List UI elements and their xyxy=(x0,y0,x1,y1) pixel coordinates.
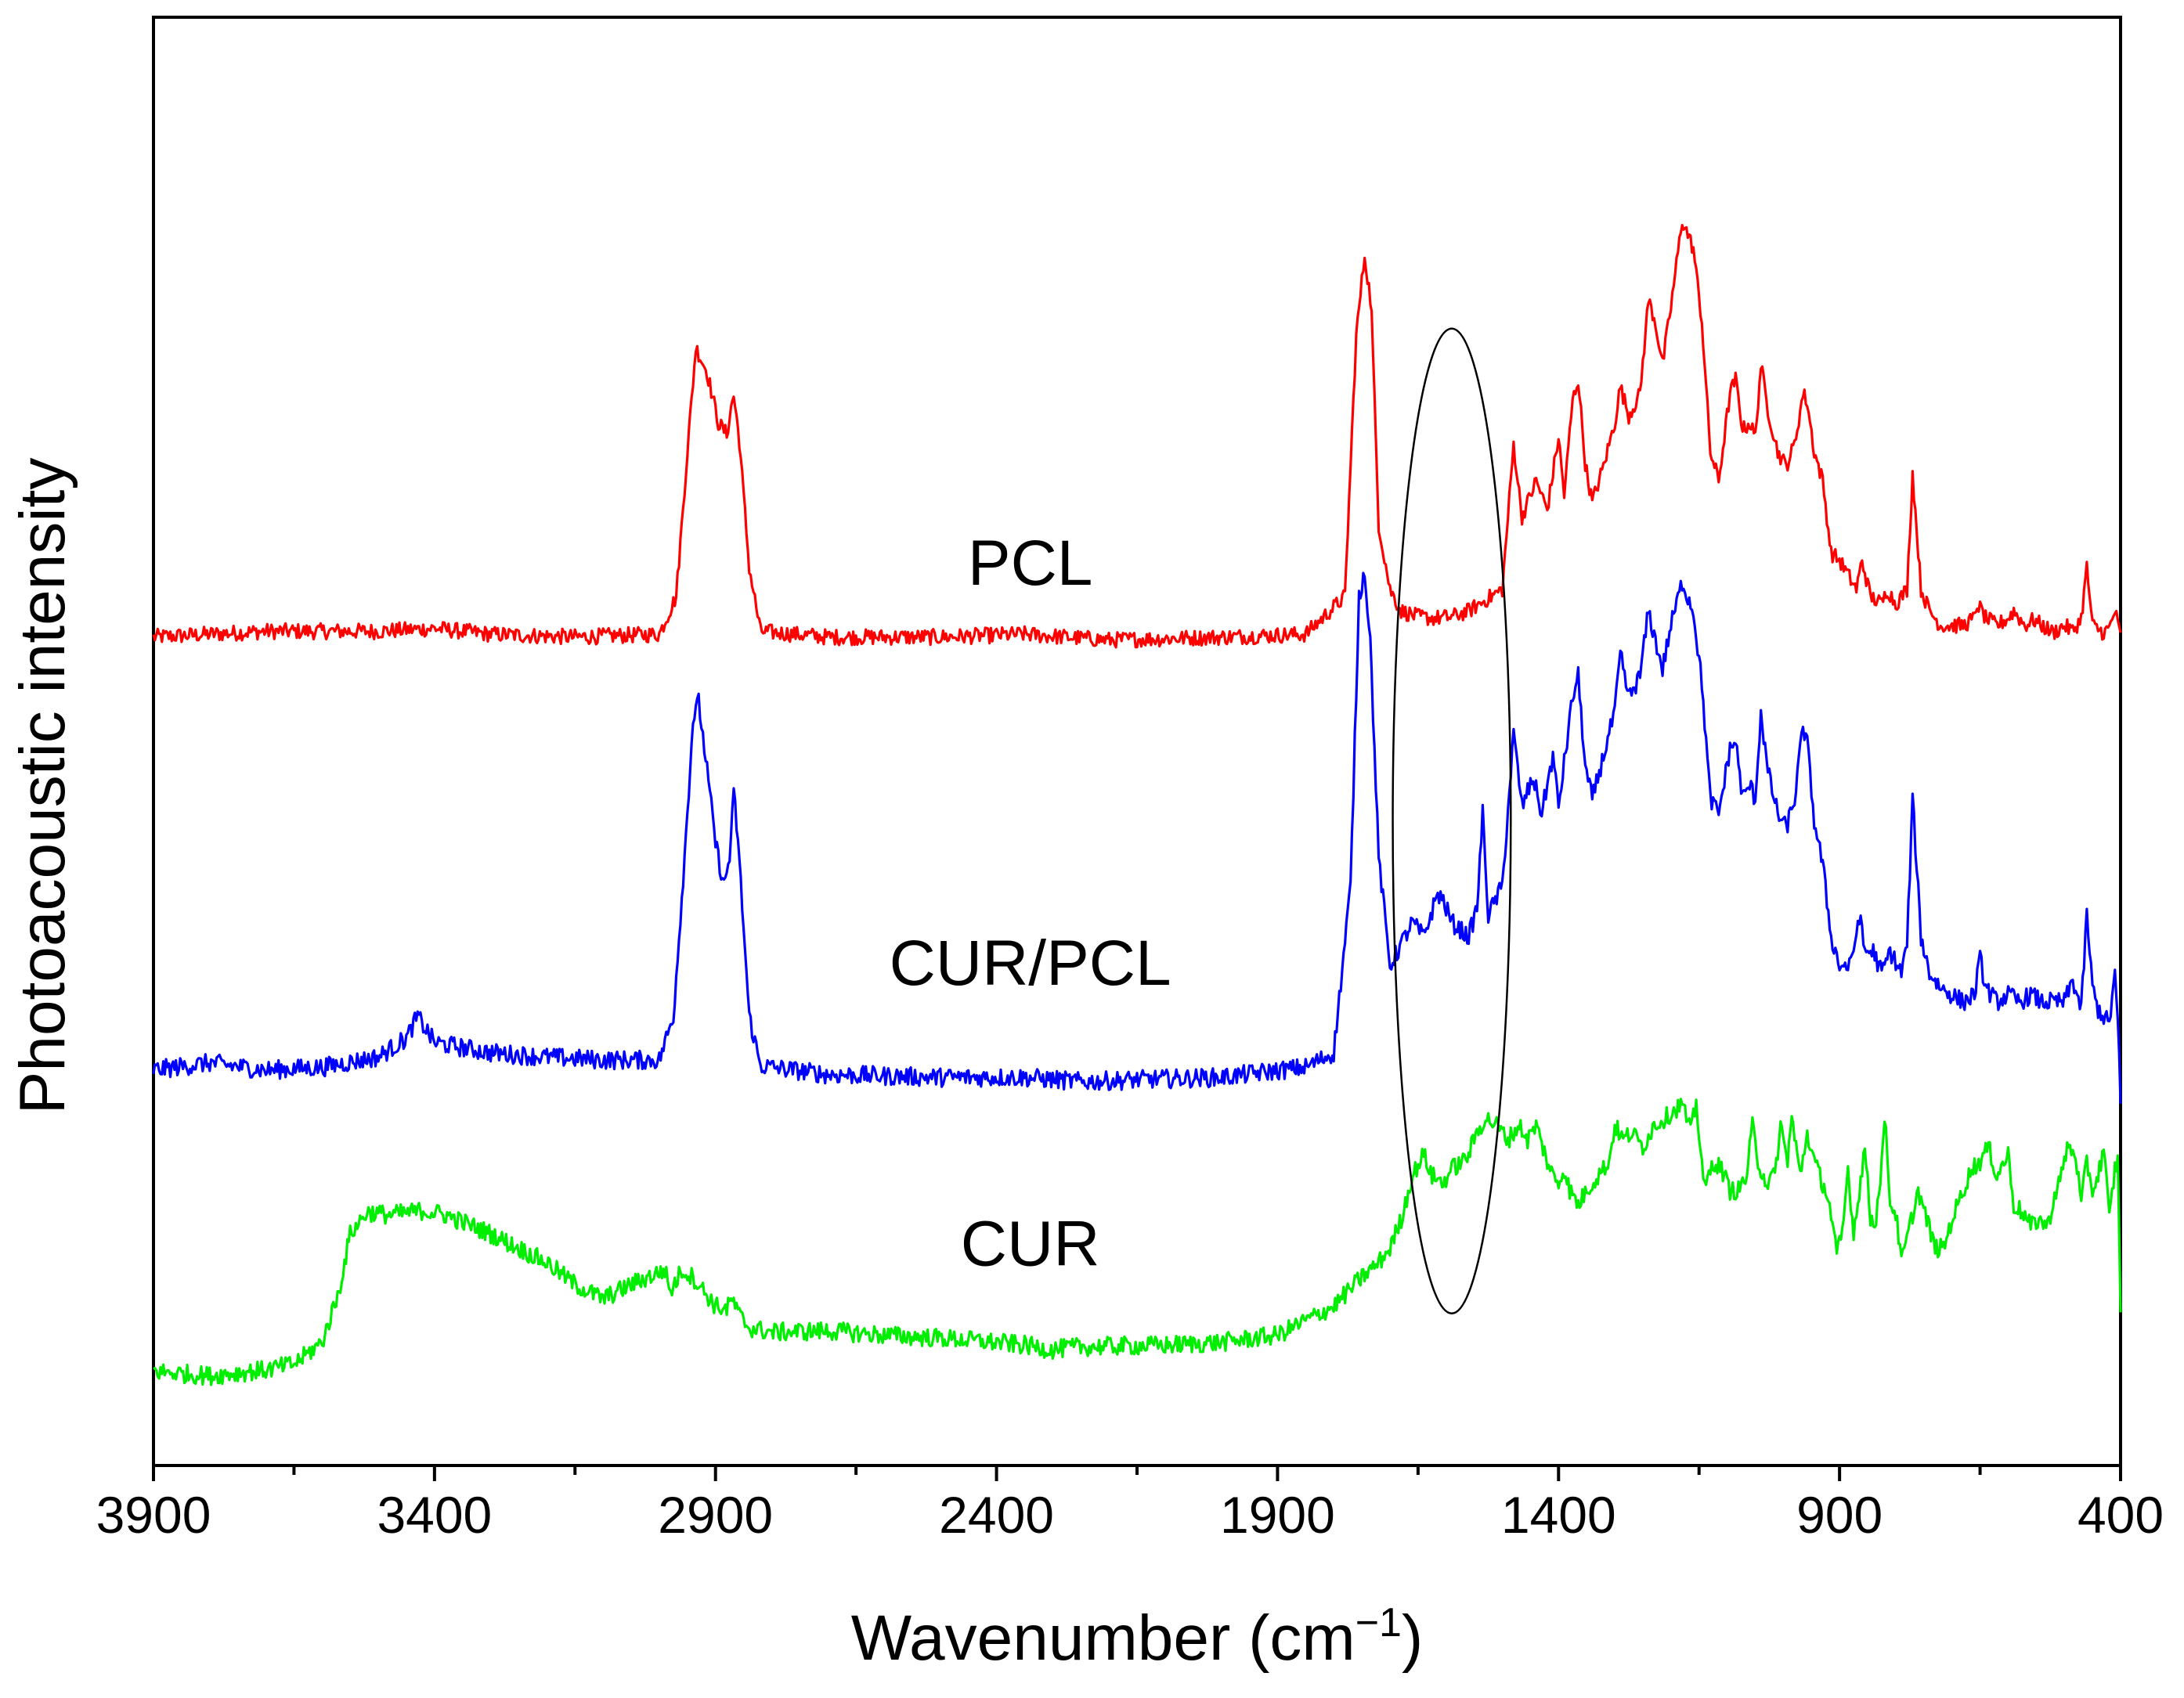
series-line-cur xyxy=(153,1098,2122,1386)
x-axis-title: Wavenumber (cm−1) xyxy=(851,1600,1424,1674)
x-tick-label: 900 xyxy=(1796,1486,1883,1544)
x-axis-title-main: Wavenumber (cm xyxy=(851,1602,1356,1674)
x-axis-ticks: 3900 3400 2900 2400 1900 1400 900 400 xyxy=(96,1465,2164,1544)
series-line-cur-pcl xyxy=(152,571,2122,1104)
x-axis-title-suffix: ) xyxy=(1402,1602,1423,1674)
series-layer xyxy=(152,224,2122,1386)
x-tick-label: 3900 xyxy=(96,1486,211,1544)
series-label-pcl: PCL xyxy=(968,528,1093,599)
x-tick-label: 400 xyxy=(2078,1486,2164,1544)
highlight-ellipse xyxy=(1392,327,1512,1314)
x-tick-label: 2400 xyxy=(939,1486,1054,1544)
series-label-cur-pcl: CUR/PCL xyxy=(890,928,1171,999)
x-tick-label: 1900 xyxy=(1220,1486,1335,1544)
series-labels: PCL CUR/PCL CUR xyxy=(890,528,1171,1279)
series-line-pcl xyxy=(152,224,2122,649)
annotation-layer xyxy=(1392,327,1512,1314)
series-label-cur: CUR xyxy=(961,1209,1100,1280)
x-tick-label: 3400 xyxy=(377,1486,492,1544)
x-tick-label: 1400 xyxy=(1501,1486,1616,1544)
y-axis-title: Photoacoustic intensity xyxy=(7,458,78,1115)
x-tick-label: 2900 xyxy=(658,1486,773,1544)
x-axis-title-superscript: −1 xyxy=(1356,1600,1402,1646)
